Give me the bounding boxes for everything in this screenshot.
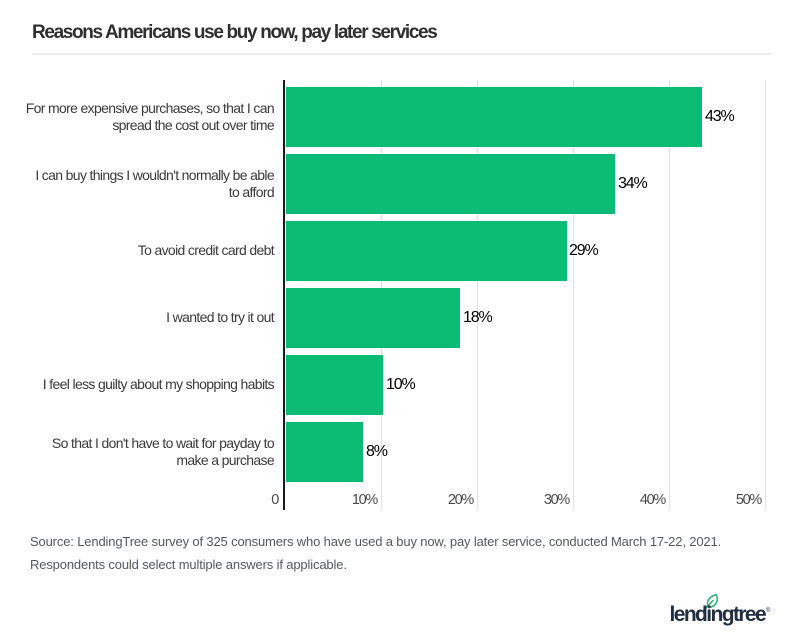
svg-text:lendingtree: lendingtree [670,603,767,626]
svg-text:®: ® [766,607,771,614]
